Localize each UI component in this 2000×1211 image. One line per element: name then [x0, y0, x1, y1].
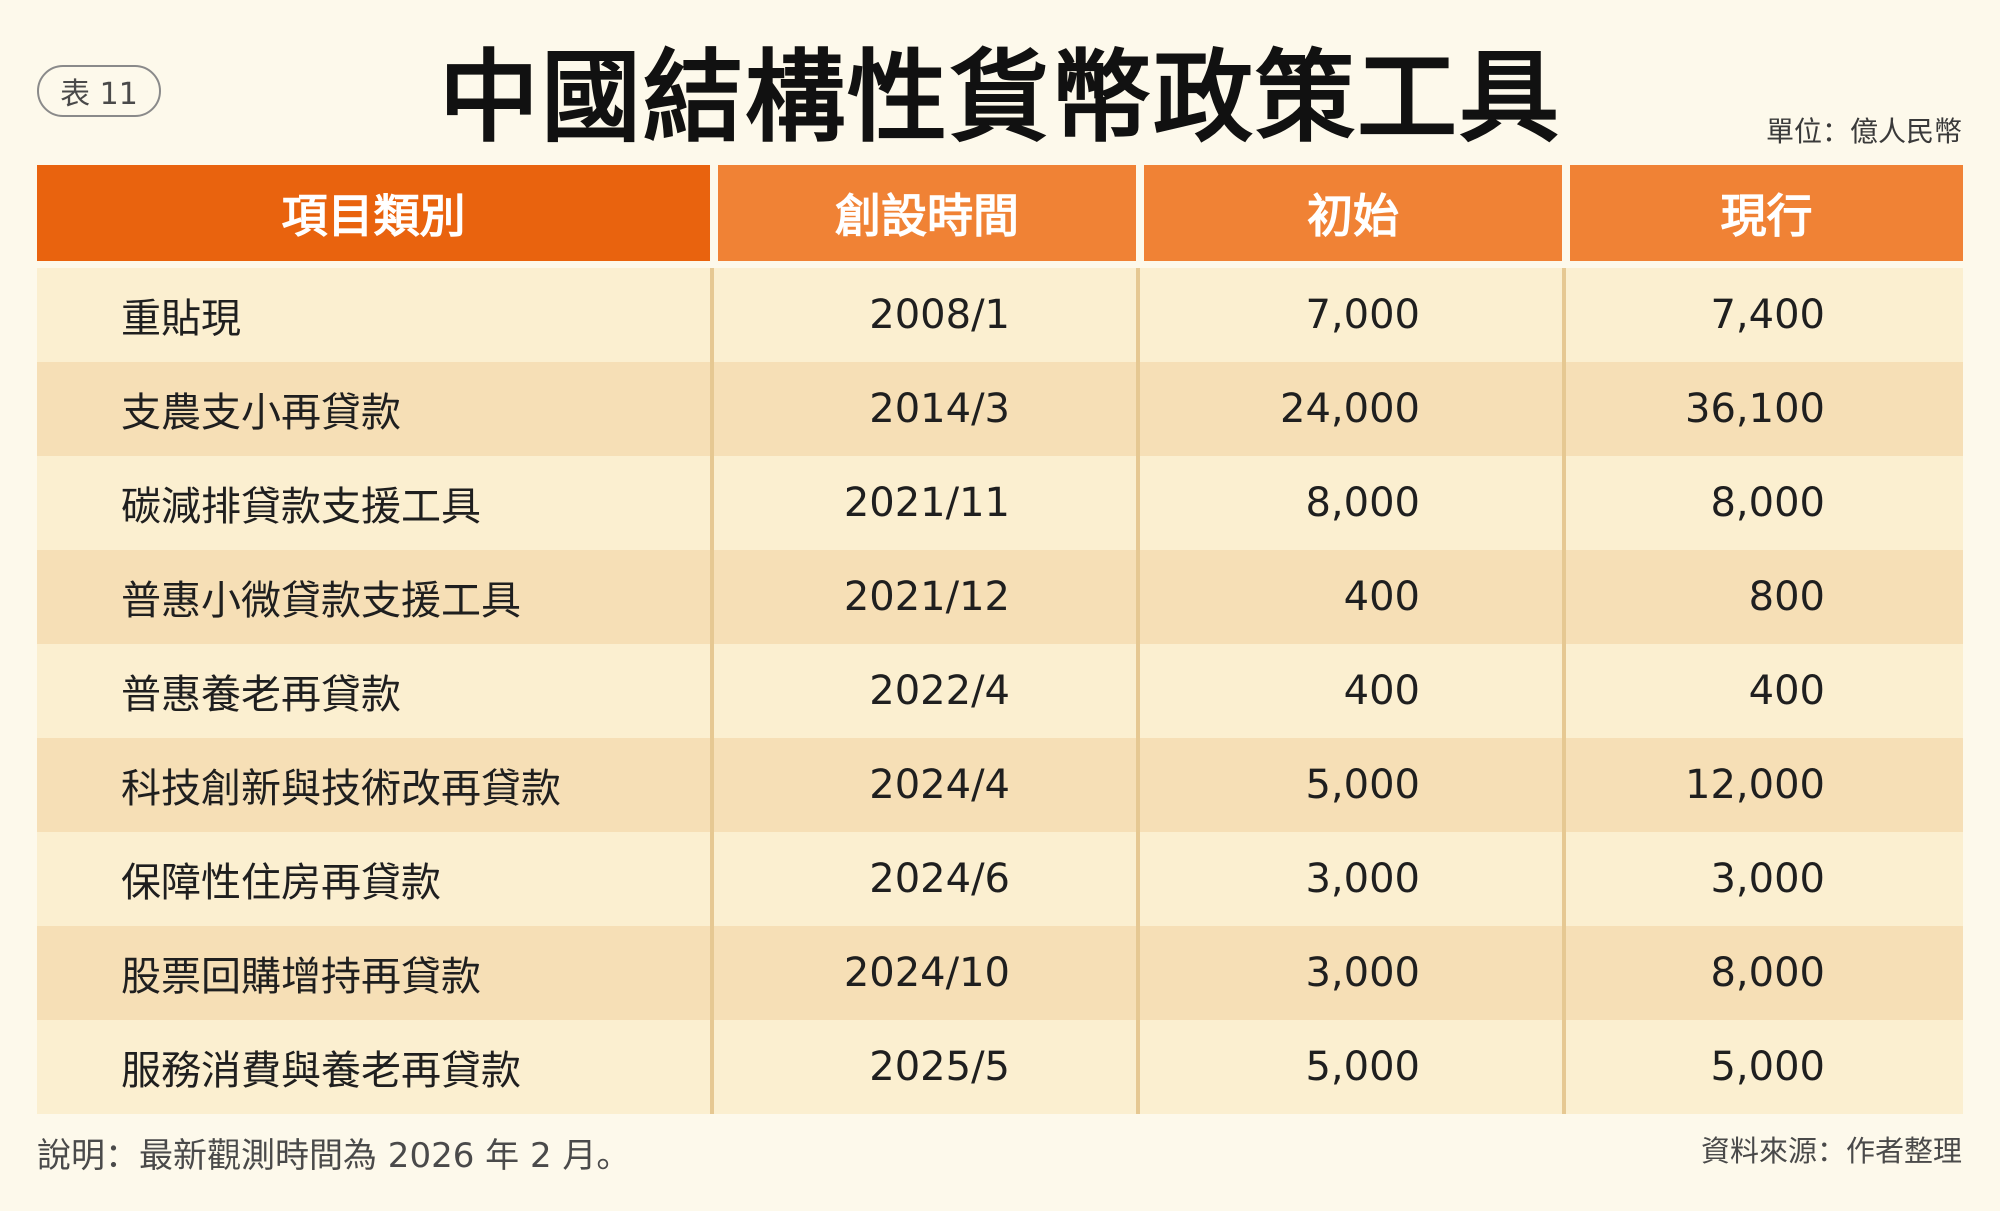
table-row: 重貼現 2008/1 7,000 7,400 — [37, 268, 1963, 362]
tool-name-cell: 普惠養老再貸款 — [37, 644, 710, 738]
tool-name-cell: 重貼現 — [37, 268, 710, 362]
tool-name-cell: 支農支小再貸款 — [37, 362, 710, 456]
table-row: 股票回購增持再貸款 2024/10 3,000 8,000 — [37, 926, 1963, 1020]
table-header-row: 項目類別 創設時間 初始 現行 — [37, 165, 1963, 268]
created-date-cell: 2025/5 — [710, 1020, 1136, 1114]
initial-amount-cell: 400 — [1136, 644, 1562, 738]
current-amount-cell: 36,100 — [1562, 362, 1963, 456]
initial-amount-cell: 3,000 — [1136, 926, 1562, 1020]
current-amount-cell: 400 — [1562, 644, 1963, 738]
header-category: 項目類別 — [37, 165, 710, 268]
policy-tools-table: 項目類別 創設時間 初始 現行 重貼現 2008/1 7,000 7,400 支… — [37, 165, 1963, 1114]
created-date-cell: 2008/1 — [710, 268, 1136, 362]
table-row: 碳減排貸款支援工具 2021/11 8,000 8,000 — [37, 456, 1963, 550]
created-date-cell: 2021/12 — [710, 550, 1136, 644]
header-current: 現行 — [1562, 165, 1963, 268]
initial-amount-cell: 5,000 — [1136, 1020, 1562, 1114]
created-date-cell: 2024/4 — [710, 738, 1136, 832]
initial-amount-cell: 24,000 — [1136, 362, 1562, 456]
current-amount-cell: 5,000 — [1562, 1020, 1963, 1114]
header-initial: 初始 — [1136, 165, 1562, 268]
created-date-cell: 2014/3 — [710, 362, 1136, 456]
current-amount-cell: 3,000 — [1562, 832, 1963, 926]
initial-amount-cell: 5,000 — [1136, 738, 1562, 832]
table-row: 支農支小再貸款 2014/3 24,000 36,100 — [37, 362, 1963, 456]
table-row: 服務消費與養老再貸款 2025/5 5,000 5,000 — [37, 1020, 1963, 1114]
table-row: 普惠小微貸款支援工具 2021/12 400 800 — [37, 550, 1963, 644]
initial-amount-cell: 7,000 — [1136, 268, 1562, 362]
created-date-cell: 2022/4 — [710, 644, 1136, 738]
unit-label: 單位：億人民幣 — [1765, 115, 1962, 148]
initial-amount-cell: 8,000 — [1136, 456, 1562, 550]
table-row: 科技創新與技術改再貸款 2024/4 5,000 12,000 — [37, 738, 1963, 832]
tool-name-cell: 碳減排貸款支援工具 — [37, 456, 710, 550]
created-date-cell: 2024/10 — [710, 926, 1136, 1020]
current-amount-cell: 8,000 — [1562, 926, 1963, 1020]
created-date-cell: 2021/11 — [710, 456, 1136, 550]
tool-name-cell: 普惠小微貸款支援工具 — [37, 550, 710, 644]
initial-amount-cell: 400 — [1136, 550, 1562, 644]
initial-amount-cell: 3,000 — [1136, 832, 1562, 926]
tool-name-cell: 股票回購增持再貸款 — [37, 926, 710, 1020]
current-amount-cell: 800 — [1562, 550, 1963, 644]
table-number-badge: 表 11 — [37, 65, 161, 117]
tool-name-cell: 服務消費與養老再貸款 — [37, 1020, 710, 1114]
current-amount-cell: 7,400 — [1562, 268, 1963, 362]
page-title: 中國結構性貨幣政策工具 — [439, 39, 1561, 156]
table-row: 普惠養老再貸款 2022/4 400 400 — [37, 644, 1963, 738]
tool-name-cell: 科技創新與技術改再貸款 — [37, 738, 710, 832]
source-credit: 資料來源：作者整理 — [1700, 1134, 1962, 1168]
header-created-date: 創設時間 — [710, 165, 1136, 268]
created-date-cell: 2024/6 — [710, 832, 1136, 926]
current-amount-cell: 8,000 — [1562, 456, 1963, 550]
table-row: 保障性住房再貸款 2024/6 3,000 3,000 — [37, 832, 1963, 926]
current-amount-cell: 12,000 — [1562, 738, 1963, 832]
tool-name-cell: 保障性住房再貸款 — [37, 832, 710, 926]
footnote: 說明：最新觀測時間為 2026 年 2 月。 — [37, 1136, 631, 1176]
